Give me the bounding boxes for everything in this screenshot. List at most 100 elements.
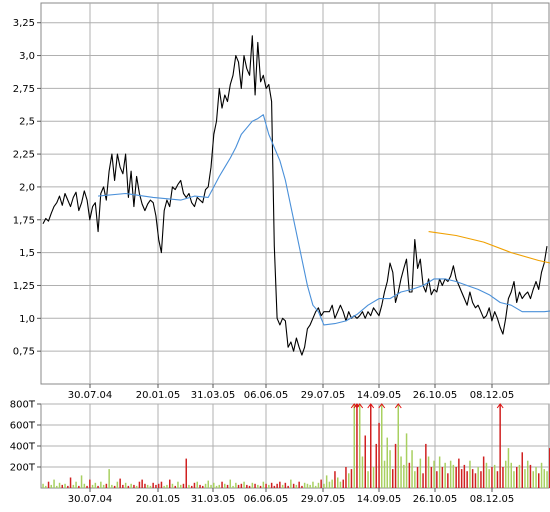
volume-bar [119,478,121,488]
volume-bar [89,479,91,488]
price-x-tick-label: 30.07.04 [68,390,113,401]
volume-bar [141,479,143,488]
volume-bar [50,484,52,488]
price-y-tick-label: 1,25 [13,281,35,292]
volume-bar [516,467,518,488]
volume-bar [502,467,504,488]
volume-bar [452,464,455,488]
volume-bar [303,482,306,489]
volume-bar [372,467,375,488]
volume-bar [356,404,358,488]
volume-bar [64,483,66,488]
volume-bar [75,481,77,488]
volume-bar [491,467,493,488]
volume-bar [309,484,311,488]
volume-bar [86,485,88,488]
volume-bar [262,481,265,488]
volume-x-tick-label: 14.09.05 [357,494,402,505]
volume-bar [248,485,251,488]
volume-overflow-marker [496,403,504,409]
price-y-tick-label: 3,0 [19,51,35,62]
volume-bar [155,484,157,488]
volume-bar [182,483,185,488]
volume-bar [174,485,176,488]
price-plot-area [40,2,550,385]
volume-bar [546,471,548,488]
volume-bar [152,482,154,489]
volume-bar [458,458,460,488]
volume-bar [427,456,430,488]
volume-y-tick-label: 600T [10,421,36,432]
series-line-price [42,35,548,356]
volume-bar [524,469,526,488]
volume-overflow-marker [353,403,361,409]
volume-bar [480,471,482,488]
volume-bars [42,403,550,489]
price-y-tick-label: 2,0 [19,182,35,193]
volume-bar [383,460,386,488]
volume-bar [485,462,488,488]
price-x-tick-label: 14.09.05 [357,390,402,401]
price-series [42,35,550,356]
volume-bar [386,437,388,488]
volume-bar [290,479,292,488]
volume-bar [105,483,108,488]
volume-bar [97,485,99,488]
price-y-tick-label: 2,5 [19,117,35,128]
volume-bar [177,481,179,488]
volume-bar [337,477,339,488]
volume-bar [359,404,361,488]
volume-y-tick-label: 200T [10,463,36,474]
volume-bar [400,456,402,488]
volume-y-axis: 800T 600T 400T 200T [10,400,41,474]
volume-bar [314,485,317,488]
volume-bar [538,473,540,488]
volume-bar [430,467,433,488]
volume-bar [460,469,463,488]
volume-bar [342,479,344,488]
volume-overflow-marker [378,403,386,409]
volume-bar [226,484,229,488]
volume-bar [56,485,58,488]
volume-bar [94,482,97,489]
volume-bar [80,475,83,488]
price-y-tick-label: 1,75 [13,215,35,226]
volume-bar [414,471,416,488]
volume-bar [91,484,94,488]
volume-bar [331,479,333,488]
volume-bar [166,484,168,488]
volume-bar [257,484,259,488]
volume-bar [518,464,521,488]
volume-bar [287,485,289,488]
volume-bar [191,485,193,488]
volume-bar [218,484,220,488]
volume-bar [61,484,63,488]
volume-bar [320,479,322,488]
volume-bar [204,483,207,488]
volume-bar [353,404,355,488]
price-x-tick-label: 26.10.05 [413,390,458,401]
volume-bar [397,404,399,488]
volume-bar [474,473,477,488]
volume-bar [422,473,424,488]
volume-bar [210,484,212,488]
volume-bar [229,479,231,488]
volume-bar [416,467,419,488]
volume-bar [381,404,383,488]
volume-bar [69,477,72,488]
volume-bar [100,481,102,488]
volume-bar [72,484,75,488]
price-y-tick-label: 1,5 [19,248,35,259]
volume-bar [135,485,138,488]
volume-bar [232,485,234,488]
volume-overflow-marker [367,403,375,409]
volume-bar [477,467,479,488]
volume-bar [455,467,457,488]
volume-bar [345,467,347,488]
volume-bar [254,483,256,488]
volume-bar [375,443,377,488]
volume-bar [237,484,240,488]
price-x-tick-label: 29.07.05 [301,390,346,401]
volume-bar [185,458,187,488]
